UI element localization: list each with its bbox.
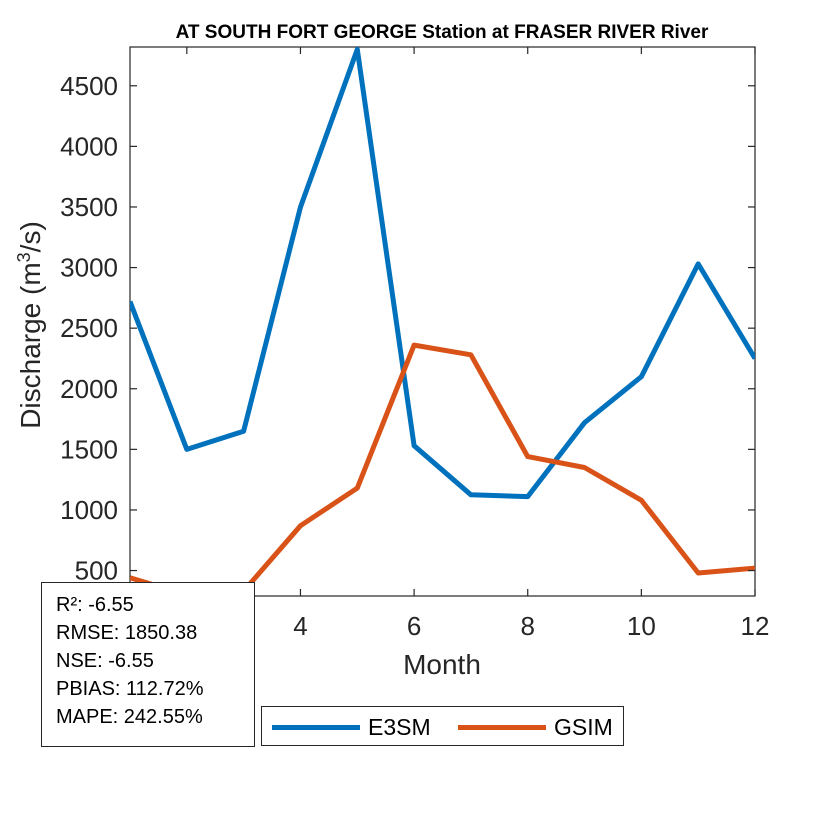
y-tick-label: 1500 (60, 434, 118, 464)
x-tick-label: 8 (520, 611, 534, 641)
x-tick-label: 12 (741, 611, 770, 641)
stat-r2: R²: -6.55 (56, 594, 134, 616)
y-tick-label: 2500 (60, 313, 118, 343)
stat-nse: NSE: -6.55 (56, 650, 154, 672)
x-axis-label: Month (403, 649, 481, 680)
legend-swatch-gsim (458, 725, 546, 730)
series-line-e3sm (130, 47, 755, 500)
chart-title: AT SOUTH FORT GEORGE Station at FRASER R… (176, 22, 709, 43)
y-tick-label: 3000 (60, 253, 118, 283)
legend-label-e3sm: E3SM (368, 714, 431, 740)
x-tick-label: 4 (293, 611, 307, 641)
stat-mape: MAPE: 242.55% (56, 706, 203, 728)
legend-swatch-e3sm (272, 725, 360, 730)
y-axis-label-main: Discharge (m (15, 262, 46, 428)
y-axis-label-superscript: 3 (14, 252, 34, 262)
y-axis-label: Discharge (m3/s) (14, 221, 46, 429)
y-tick-label: 4500 (60, 71, 118, 101)
stat-pbias: PBIAS: 112.72% (56, 678, 204, 700)
y-tick-label: 4000 (60, 131, 118, 161)
axes-box (129, 46, 756, 597)
y-tick-label: 500 (75, 556, 118, 586)
plot-area (129, 46, 756, 597)
stats-box: R²: -6.55 RMSE: 1850.38 NSE: -6.55 PBIAS… (41, 582, 255, 747)
x-tick-label: 6 (407, 611, 421, 641)
stat-rmse: RMSE: 1850.38 (56, 622, 198, 644)
y-tick-label: 2000 (60, 374, 118, 404)
y-axis-label-tail: /s) (15, 221, 46, 252)
legend-label-gsim: GSIM (554, 714, 613, 740)
legend: E3SM GSIM (261, 706, 624, 746)
x-tick-label: 10 (627, 611, 656, 641)
y-tick-label: 3500 (60, 192, 118, 222)
x-axis: 24681012 (180, 47, 770, 641)
y-axis: 500 1000 1500 2000 2500 3000 3500 4000 4500 (60, 71, 755, 586)
y-tick-label: 1000 (60, 495, 118, 525)
